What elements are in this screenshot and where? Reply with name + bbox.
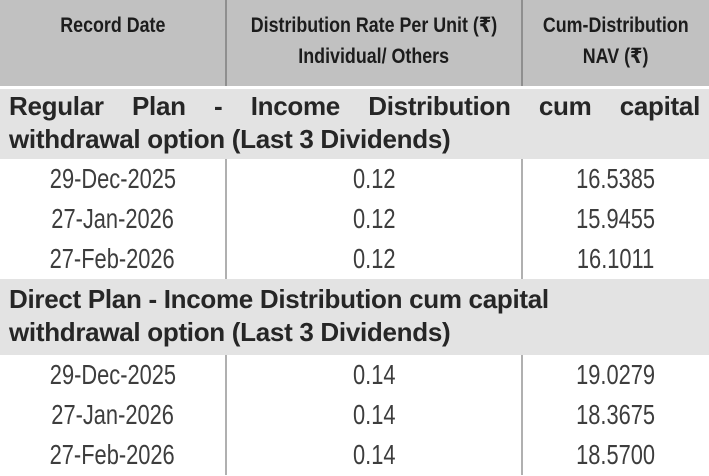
rate-cell: 0.14 [227, 435, 523, 475]
rate-value: 0.12 [352, 203, 396, 234]
table-row: 27-Feb-2026 0.12 16.1011 [0, 239, 709, 279]
nav-value: 16.1011 [577, 243, 655, 274]
rate-value: 0.12 [352, 243, 396, 274]
record-date-value: 29-Dec-2025 [49, 163, 176, 194]
table-row: 27-Feb-2026 0.14 18.5700 [0, 435, 709, 475]
section-header-direct-plan: Direct Plan - Income Distribution cum ca… [0, 279, 709, 355]
nav-value: 16.5385 [576, 163, 656, 194]
rate-cell: 0.14 [227, 355, 523, 395]
section-direct-title-line1: Direct Plan - Income Distribution cum ca… [9, 284, 549, 314]
header-record-date-label: Record Date [59, 14, 166, 37]
nav-cell: 16.5385 [523, 159, 709, 199]
section-direct-title-line2: withdrawal option (Last 3 Dividends) [9, 317, 451, 347]
rate-value: 0.14 [352, 439, 396, 470]
record-date-value: 27-Jan-2026 [51, 203, 174, 234]
header-record-date: Record Date [0, 0, 227, 86]
record-date-cell: 27-Jan-2026 [0, 199, 227, 239]
table-row: 27-Jan-2026 0.14 18.3675 [0, 395, 709, 435]
record-date-cell: 27-Feb-2026 [0, 239, 227, 279]
rate-value: 0.14 [352, 359, 396, 390]
table-header-row: Record Date Distribution Rate Per Unit (… [0, 0, 709, 86]
nav-value: 15.9455 [576, 203, 656, 234]
section-regular-title-line1: Regular Plan - Income Distribution cum c… [9, 91, 700, 121]
table-row: 29-Dec-2025 0.12 16.5385 [0, 159, 709, 199]
rate-value: 0.12 [352, 163, 396, 194]
record-date-value: 27-Jan-2026 [51, 399, 174, 430]
nav-cell: 18.3675 [523, 395, 709, 435]
record-date-cell: 29-Dec-2025 [0, 159, 227, 199]
record-date-value: 27-Feb-2026 [49, 243, 176, 274]
rate-cell: 0.12 [227, 159, 523, 199]
record-date-cell: 29-Dec-2025 [0, 355, 227, 395]
section-regular-title-line2: withdrawal option (Last 3 Dividends) [9, 124, 451, 154]
rate-cell: 0.14 [227, 395, 523, 435]
nav-cell: 18.5700 [523, 435, 709, 475]
table-row: 27-Jan-2026 0.12 15.9455 [0, 199, 709, 239]
rate-cell: 0.12 [227, 199, 523, 239]
rate-value: 0.14 [352, 399, 396, 430]
record-date-value: 27-Feb-2026 [49, 439, 176, 470]
rate-cell: 0.12 [227, 239, 523, 279]
nav-value: 18.3675 [576, 399, 656, 430]
record-date-cell: 27-Feb-2026 [0, 435, 227, 475]
nav-value: 19.0279 [576, 359, 656, 390]
record-date-value: 29-Dec-2025 [49, 359, 176, 390]
header-cum-distribution-nav: Cum-Distribution NAV (₹) [523, 0, 709, 86]
header-cum-distribution-label: Cum-Distribution [543, 14, 689, 37]
header-distribution-rate-sub: Individual/ Others [298, 45, 450, 68]
section-header-regular-plan: Regular Plan - Income Distribution cum c… [0, 89, 709, 159]
nav-cell: 19.0279 [523, 355, 709, 395]
header-distribution-rate: Distribution Rate Per Unit (₹) Individua… [227, 0, 523, 86]
nav-value: 18.5700 [576, 439, 656, 470]
nav-cell: 16.1011 [523, 239, 709, 279]
table-row: 29-Dec-2025 0.14 19.0279 [0, 355, 709, 395]
record-date-cell: 27-Jan-2026 [0, 395, 227, 435]
header-cum-distribution-sub: NAV (₹) [583, 45, 649, 68]
header-distribution-rate-label: Distribution Rate Per Unit (₹) [250, 14, 498, 37]
nav-cell: 15.9455 [523, 199, 709, 239]
